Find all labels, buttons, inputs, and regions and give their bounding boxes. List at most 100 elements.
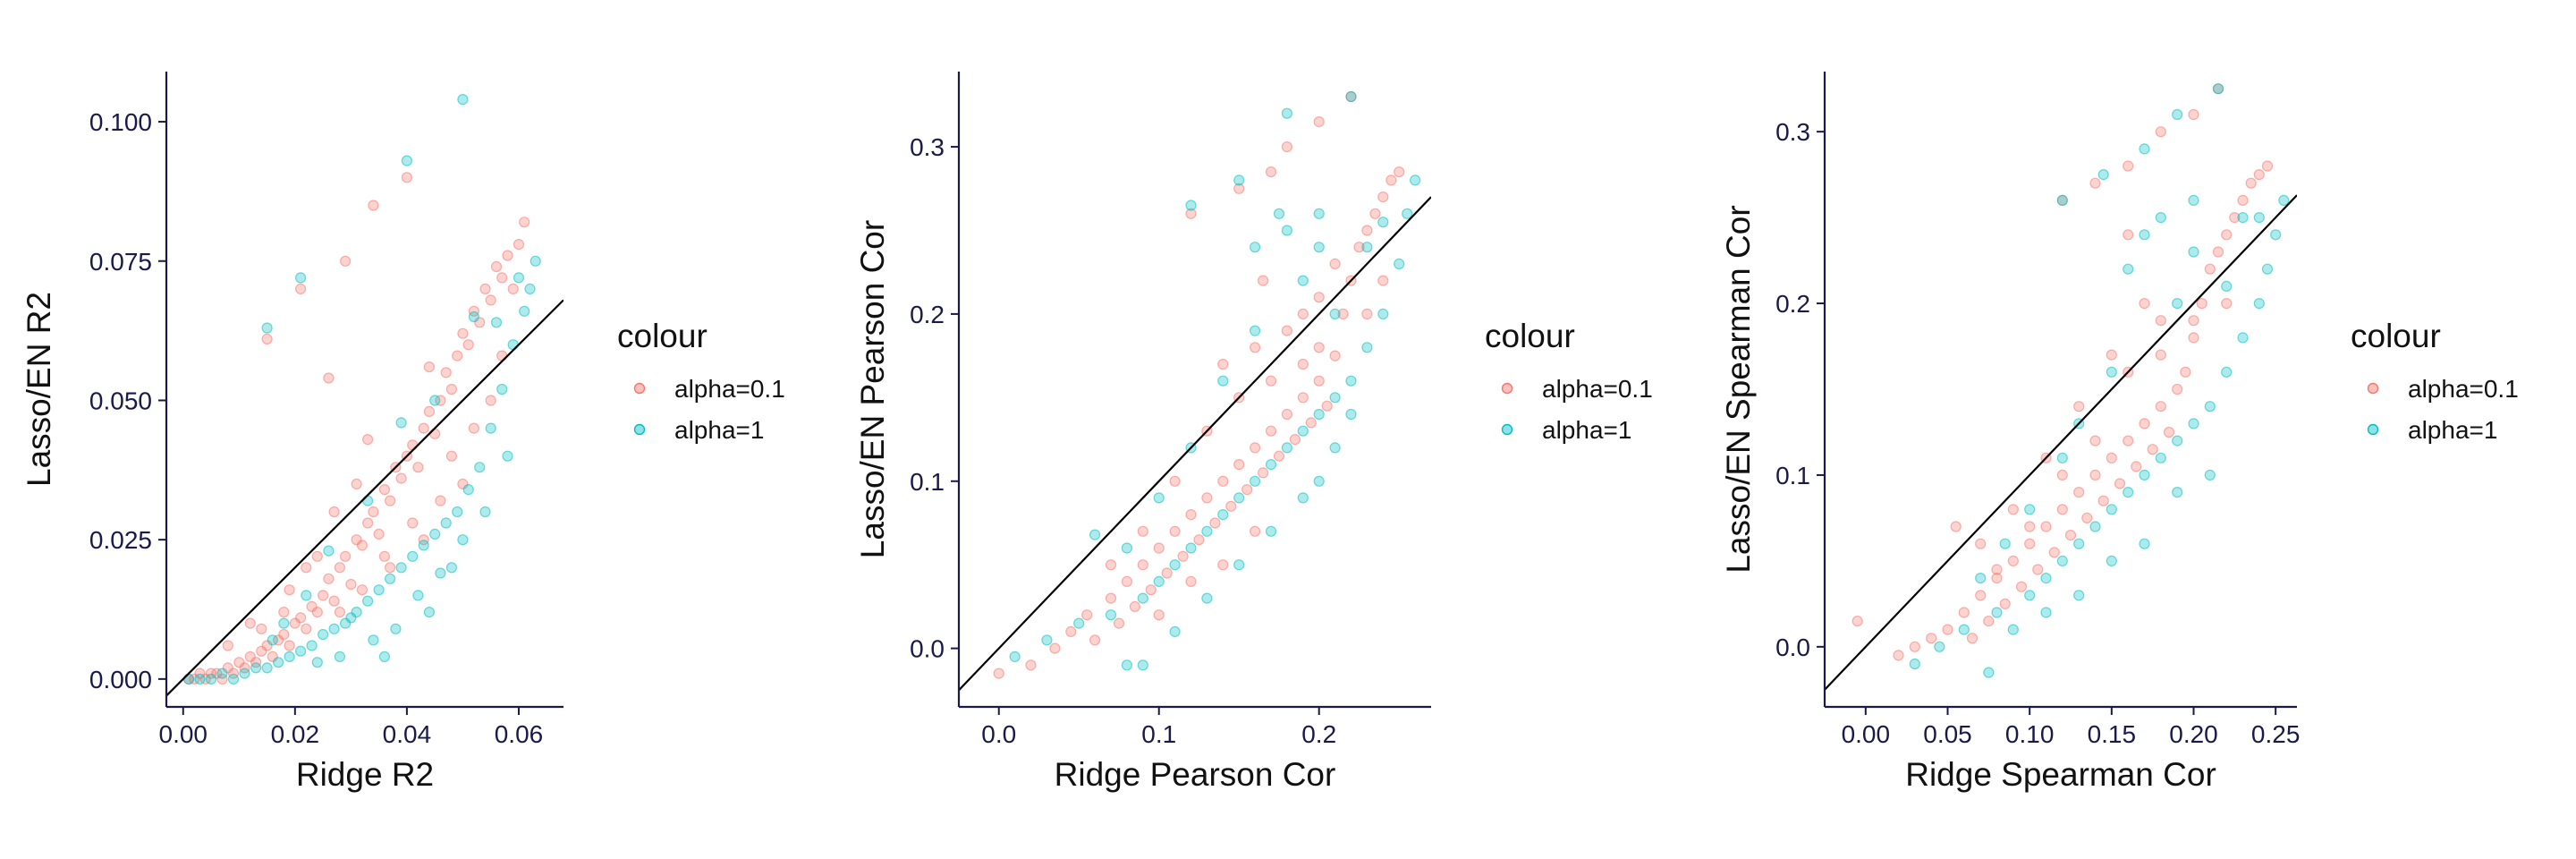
data-point bbox=[2123, 263, 2134, 275]
data-point bbox=[1361, 308, 1373, 319]
data-point bbox=[2040, 572, 2052, 584]
data-point bbox=[2097, 495, 2109, 506]
data-point bbox=[1233, 492, 1245, 504]
data-point bbox=[1402, 208, 1413, 219]
data-point bbox=[1073, 617, 1085, 629]
legend-key-2 bbox=[2367, 423, 2379, 436]
data-point bbox=[1345, 375, 1357, 387]
data-point bbox=[311, 606, 323, 618]
legend-label-2: alpha=1 bbox=[2408, 416, 2497, 444]
x-tick-label: 0.05 bbox=[1923, 720, 1972, 748]
data-point bbox=[1265, 458, 1277, 471]
data-point bbox=[468, 305, 480, 317]
data-point bbox=[323, 573, 335, 584]
data-point bbox=[2155, 401, 2166, 412]
data-point bbox=[2123, 160, 2134, 172]
data-point bbox=[1369, 208, 1381, 219]
data-point bbox=[2139, 143, 2150, 155]
x-tick-label: 0.20 bbox=[2169, 720, 2218, 748]
data-point bbox=[1217, 375, 1229, 387]
data-point bbox=[507, 283, 519, 294]
data-point bbox=[356, 584, 368, 596]
data-point bbox=[2073, 486, 2085, 498]
data-point bbox=[2007, 504, 2019, 515]
data-point bbox=[2155, 126, 2166, 138]
data-point bbox=[445, 450, 457, 462]
data-point bbox=[1942, 624, 1953, 635]
data-point bbox=[1297, 275, 1309, 286]
data-point bbox=[1983, 615, 1995, 627]
data-point bbox=[1329, 392, 1341, 404]
y-tick-label: 0.1 bbox=[1775, 462, 1810, 489]
data-point bbox=[490, 317, 503, 328]
data-point bbox=[1025, 659, 1037, 671]
data-point bbox=[2015, 581, 2028, 592]
data-point bbox=[418, 534, 429, 546]
data-point bbox=[340, 550, 352, 562]
data-point bbox=[306, 640, 318, 651]
data-point bbox=[2089, 521, 2101, 532]
data-point bbox=[250, 662, 262, 674]
data-point bbox=[1153, 609, 1165, 621]
data-point bbox=[395, 472, 407, 484]
data-point bbox=[295, 612, 307, 624]
data-point bbox=[1385, 174, 1397, 186]
data-point bbox=[1169, 525, 1181, 537]
data-point bbox=[2188, 418, 2199, 430]
data-point bbox=[1313, 242, 1325, 253]
data-point bbox=[452, 506, 463, 518]
data-point bbox=[1975, 590, 1987, 601]
x-axis-title: Ridge Spearman Cor bbox=[1905, 756, 2216, 793]
data-point bbox=[401, 172, 412, 183]
data-point bbox=[1281, 408, 1293, 421]
data-point bbox=[1185, 208, 1197, 219]
data-point bbox=[1105, 559, 1117, 571]
data-point bbox=[278, 617, 290, 629]
data-point bbox=[2188, 246, 2199, 258]
data-point bbox=[334, 562, 345, 574]
data-point bbox=[407, 550, 419, 562]
data-point bbox=[1185, 200, 1197, 211]
data-point bbox=[2261, 263, 2274, 275]
data-point bbox=[445, 562, 457, 574]
data-point bbox=[1249, 475, 1261, 487]
data-point bbox=[423, 606, 435, 618]
data-point bbox=[2123, 435, 2134, 447]
data-point bbox=[1337, 308, 1349, 319]
data-point bbox=[311, 657, 323, 668]
data-point bbox=[502, 250, 513, 261]
data-point bbox=[1201, 492, 1213, 504]
data-point bbox=[284, 584, 295, 596]
legend: colour alpha=0.1 alpha=1 bbox=[1485, 318, 1653, 444]
data-point bbox=[1934, 641, 1945, 652]
x-tick-label: 0.10 bbox=[2005, 720, 2055, 748]
data-point bbox=[2188, 108, 2199, 121]
data-point bbox=[345, 578, 357, 591]
data-point bbox=[273, 657, 284, 668]
series-alpha-1 bbox=[1009, 90, 1421, 671]
data-point bbox=[2024, 590, 2036, 601]
data-point bbox=[2081, 512, 2093, 524]
data-point bbox=[378, 483, 390, 496]
data-point bbox=[435, 495, 446, 506]
data-point bbox=[2123, 486, 2134, 498]
data-point bbox=[1377, 308, 1389, 319]
data-point bbox=[2032, 564, 2044, 575]
data-point bbox=[468, 310, 480, 323]
data-point bbox=[2221, 280, 2233, 292]
data-point bbox=[1121, 542, 1133, 554]
data-point bbox=[1909, 641, 1920, 652]
legend-key-1 bbox=[2367, 382, 2379, 395]
data-point bbox=[1377, 191, 1389, 203]
data-point bbox=[457, 327, 469, 339]
data-point bbox=[423, 405, 435, 417]
data-point bbox=[2040, 521, 2052, 532]
data-point bbox=[1321, 400, 1333, 412]
data-point bbox=[1313, 408, 1325, 421]
data-point bbox=[2139, 469, 2150, 481]
data-point bbox=[2221, 366, 2233, 378]
legend-key-2 bbox=[1501, 423, 1513, 436]
data-point bbox=[2024, 521, 2036, 532]
data-point bbox=[1313, 208, 1325, 219]
